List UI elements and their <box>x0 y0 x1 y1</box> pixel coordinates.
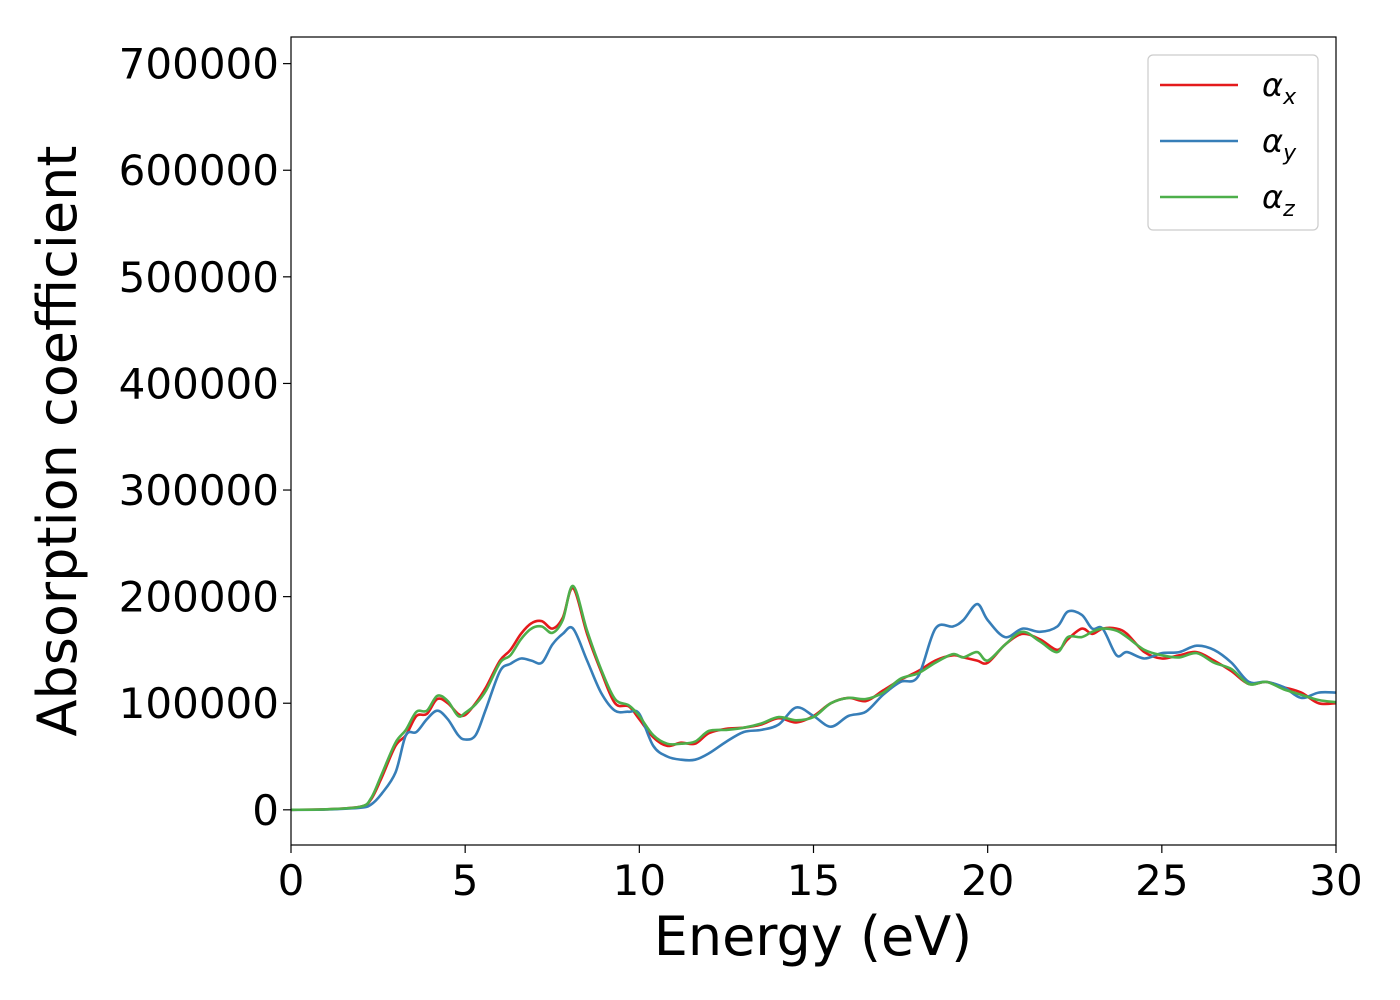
y-tick-label: 500000 <box>119 253 279 302</box>
x-tick-label: 10 <box>613 856 666 905</box>
x-tick-label: 5 <box>452 856 479 905</box>
y-tick-label: 600000 <box>119 146 279 195</box>
x-tick-label: 30 <box>1309 856 1362 905</box>
x-tick-label: 15 <box>787 856 840 905</box>
series-layer <box>290 584 1337 812</box>
x-tick-label: 20 <box>961 856 1014 905</box>
series-line-alpha-x <box>290 586 1337 812</box>
y-tick-label: 200000 <box>119 573 279 622</box>
legend-label-alpha-z: αz <box>1262 178 1295 222</box>
series-line-alpha-z <box>290 584 1337 812</box>
series-line-alpha-y <box>290 602 1337 812</box>
legend-symbol: α <box>1262 178 1283 216</box>
legend-subscript: y <box>1282 141 1297 166</box>
y-tick-label: 400000 <box>119 359 279 408</box>
y-tick-label: 700000 <box>119 40 279 89</box>
y-tick-label: 0 <box>252 786 279 835</box>
x-axis-ticks: 0 5 10 15 20 25 30 <box>278 845 1363 905</box>
y-axis-label: Absorption coefficient <box>26 146 89 737</box>
y-axis-ticks: 0 100000 200000 300000 400000 500000 600000 700… <box>119 40 291 835</box>
x-tick-label: 25 <box>1135 856 1188 905</box>
x-axis-label: Energy (eV) <box>654 905 973 968</box>
legend-subscript: x <box>1282 85 1297 110</box>
legend-symbol: α <box>1262 122 1283 160</box>
legend-label-alpha-y: αy <box>1262 122 1297 166</box>
y-tick-label: 100000 <box>119 679 279 728</box>
legend-subscript: z <box>1282 197 1295 222</box>
legend-symbol: α <box>1262 66 1283 104</box>
y-tick-label: 300000 <box>119 466 279 515</box>
legend-label-alpha-x: αx <box>1262 66 1297 110</box>
legend-box <box>1147 54 1319 231</box>
x-tick-label: 0 <box>278 856 305 905</box>
